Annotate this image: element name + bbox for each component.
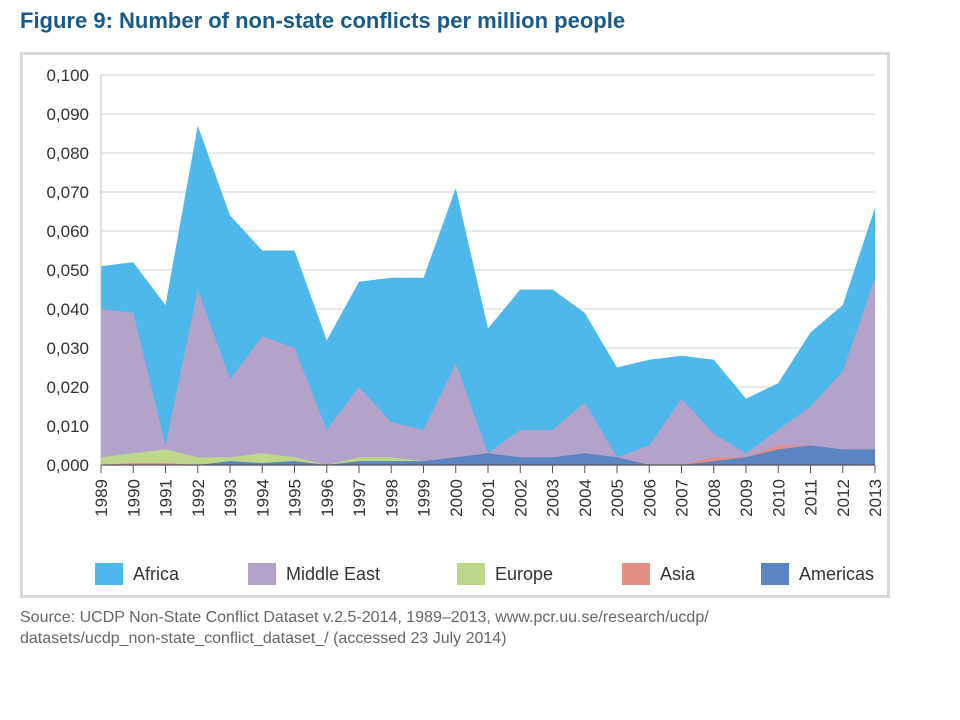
legend-swatch [622,563,650,585]
source-note: Source: UCDP Non-State Conflict Dataset … [20,607,920,649]
source-line-2: datasets/ucdp_non-state_conflict_dataset… [20,630,507,647]
legend-label: Africa [133,563,180,584]
legend-item: Middle East [248,560,380,588]
legend-swatch [248,563,276,585]
x-tick-label: 2005 [608,479,627,517]
x-tick-label: 2001 [479,479,498,517]
legend-label: Middle East [286,563,381,584]
x-tick-label: 1999 [415,479,434,517]
y-tick-label: 0,100 [46,66,89,85]
x-tick-label: 1991 [157,479,176,517]
y-tick-label: 0,090 [46,105,89,124]
x-tick-label: 2013 [866,479,885,517]
legend-label: Europe [495,563,554,584]
x-tick-label: 2010 [769,479,788,517]
legend-swatch [457,563,485,585]
area-americas [101,445,875,465]
area-middle-east [101,277,875,465]
areas [101,125,875,465]
x-tick-label: 2007 [673,479,692,517]
axes: 0,000 0,010 0,020 0,030 0,040 0,050 0,060 0,070… [46,66,885,517]
x-tick-label: 2003 [544,479,563,517]
x-tick-label: 2011 [802,479,821,516]
x-tick-label: 2002 [511,479,530,517]
x-tick-label: 2006 [640,479,659,517]
x-tick-label: 1998 [382,479,401,517]
x-tick-label: 1995 [286,479,305,517]
x-tick-label: 1989 [92,479,111,517]
y-tick-label: 0,000 [46,456,89,475]
y-tick-label: 0,080 [46,144,89,163]
y-tick-label: 0,050 [46,261,89,280]
legend-item: Africa [95,560,179,588]
legend-swatch [95,563,123,585]
legend-label: Asia [660,563,696,584]
x-tick-label: 2008 [705,479,724,517]
y-tick-label: 0,010 [46,417,89,436]
x-tick-label: 2012 [834,479,853,517]
y-tick-label: 0,020 [46,378,89,397]
source-line-1: Source: UCDP Non-State Conflict Dataset … [20,609,709,626]
x-tick-label: 1994 [253,479,272,517]
x-tick-label: 2000 [447,479,466,517]
area-chart: 0,000 0,010 0,020 0,030 0,040 0,050 0,060 0,070… [46,66,885,517]
legend-label: Americas [799,563,875,584]
x-tick-label: 1992 [189,479,208,517]
legend-item: Americas [761,560,874,588]
x-tick-label: 1993 [221,479,240,517]
y-tick-label: 0,060 [46,222,89,241]
x-tick-label: 1990 [124,479,143,517]
y-tick-label: 0,040 [46,300,89,319]
legend-item: Europe [457,560,553,588]
chart-title: Figure 9: Number of non-state conflicts … [20,8,626,33]
y-tick-label: 0,030 [46,339,89,358]
y-tick-label: 0,070 [46,183,89,202]
x-tick-label: 2004 [576,479,595,517]
x-tick-label: 1997 [350,479,369,517]
x-tick-label: 1996 [318,479,337,517]
legend-item: Asia [622,560,695,588]
x-tick-label: 2009 [737,479,756,517]
legend-swatch [761,563,789,585]
legend: Africa Middle East Europe Asia Americas [95,560,885,588]
